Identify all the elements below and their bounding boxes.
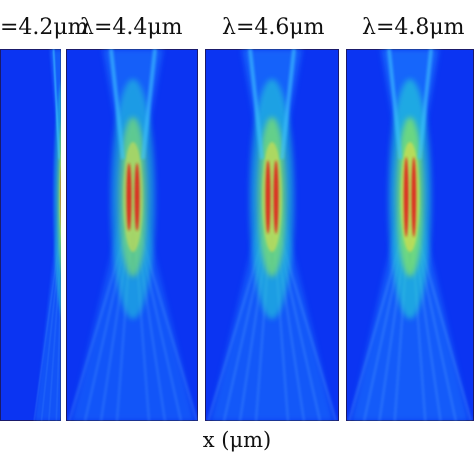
field-panel-4 [346, 49, 474, 421]
field-map-1 [33, 49, 61, 421]
panel-title-1: λ=4.2μm [0, 15, 89, 40]
field-panel-2 [66, 49, 198, 421]
panel-title-4: λ=4.8μm [362, 15, 465, 40]
x-axis-label: x (μm) [202, 428, 272, 452]
field-panel-1 [0, 49, 61, 421]
field-map-4 [347, 49, 473, 421]
field-map-3 [207, 49, 337, 421]
field-panel-3 [205, 49, 339, 421]
panel-title-2: λ=4.4μm [80, 15, 183, 40]
beam-pattern [347, 49, 473, 421]
beam-pattern [68, 49, 198, 421]
beam-pattern [207, 49, 337, 421]
field-map-2 [68, 49, 198, 421]
panel-title-3: λ=4.6μm [222, 15, 325, 40]
beam-pattern [33, 49, 61, 421]
